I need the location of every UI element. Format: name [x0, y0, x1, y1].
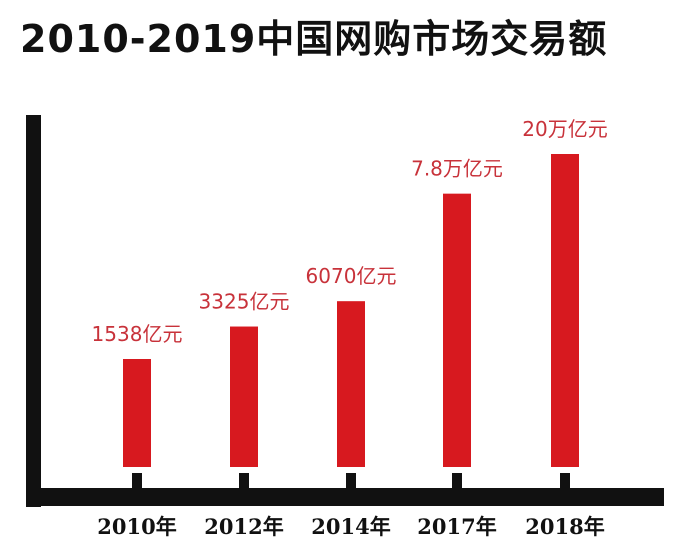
bar — [551, 154, 579, 467]
x-tick-label: 2012年 — [204, 514, 283, 539]
x-tick-mark — [132, 473, 142, 489]
data-label: 3325亿元 — [199, 290, 290, 314]
chart-axes — [26, 115, 664, 507]
x-tick-label: 2010年 — [97, 514, 176, 539]
bar-series: 1538亿元 3325亿元 6070亿元 7.8万亿元 20万亿元 — [92, 117, 608, 468]
x-axis-ticks: 2010年 2012年 2014年 2017年 2018年 — [97, 473, 605, 539]
x-tick-mark — [239, 473, 249, 489]
data-label: 20万亿元 — [522, 117, 607, 141]
y-axis-line — [26, 115, 41, 507]
bar — [337, 301, 365, 467]
chart-title: 2010-2019中国网购市场交易额 — [20, 17, 608, 61]
x-tick-mark — [452, 473, 462, 489]
x-tick-label: 2018年 — [525, 514, 604, 539]
data-label: 7.8万亿元 — [411, 157, 503, 181]
bar — [123, 359, 151, 467]
x-tick-mark — [560, 473, 570, 489]
x-axis-line — [26, 488, 664, 506]
data-label: 6070亿元 — [306, 264, 397, 288]
bar — [443, 193, 471, 468]
bar — [230, 326, 258, 467]
x-tick-label: 2014年 — [311, 514, 390, 539]
data-label: 1538亿元 — [92, 322, 183, 346]
x-tick-mark — [346, 473, 356, 489]
x-tick-label: 2017年 — [417, 514, 496, 539]
